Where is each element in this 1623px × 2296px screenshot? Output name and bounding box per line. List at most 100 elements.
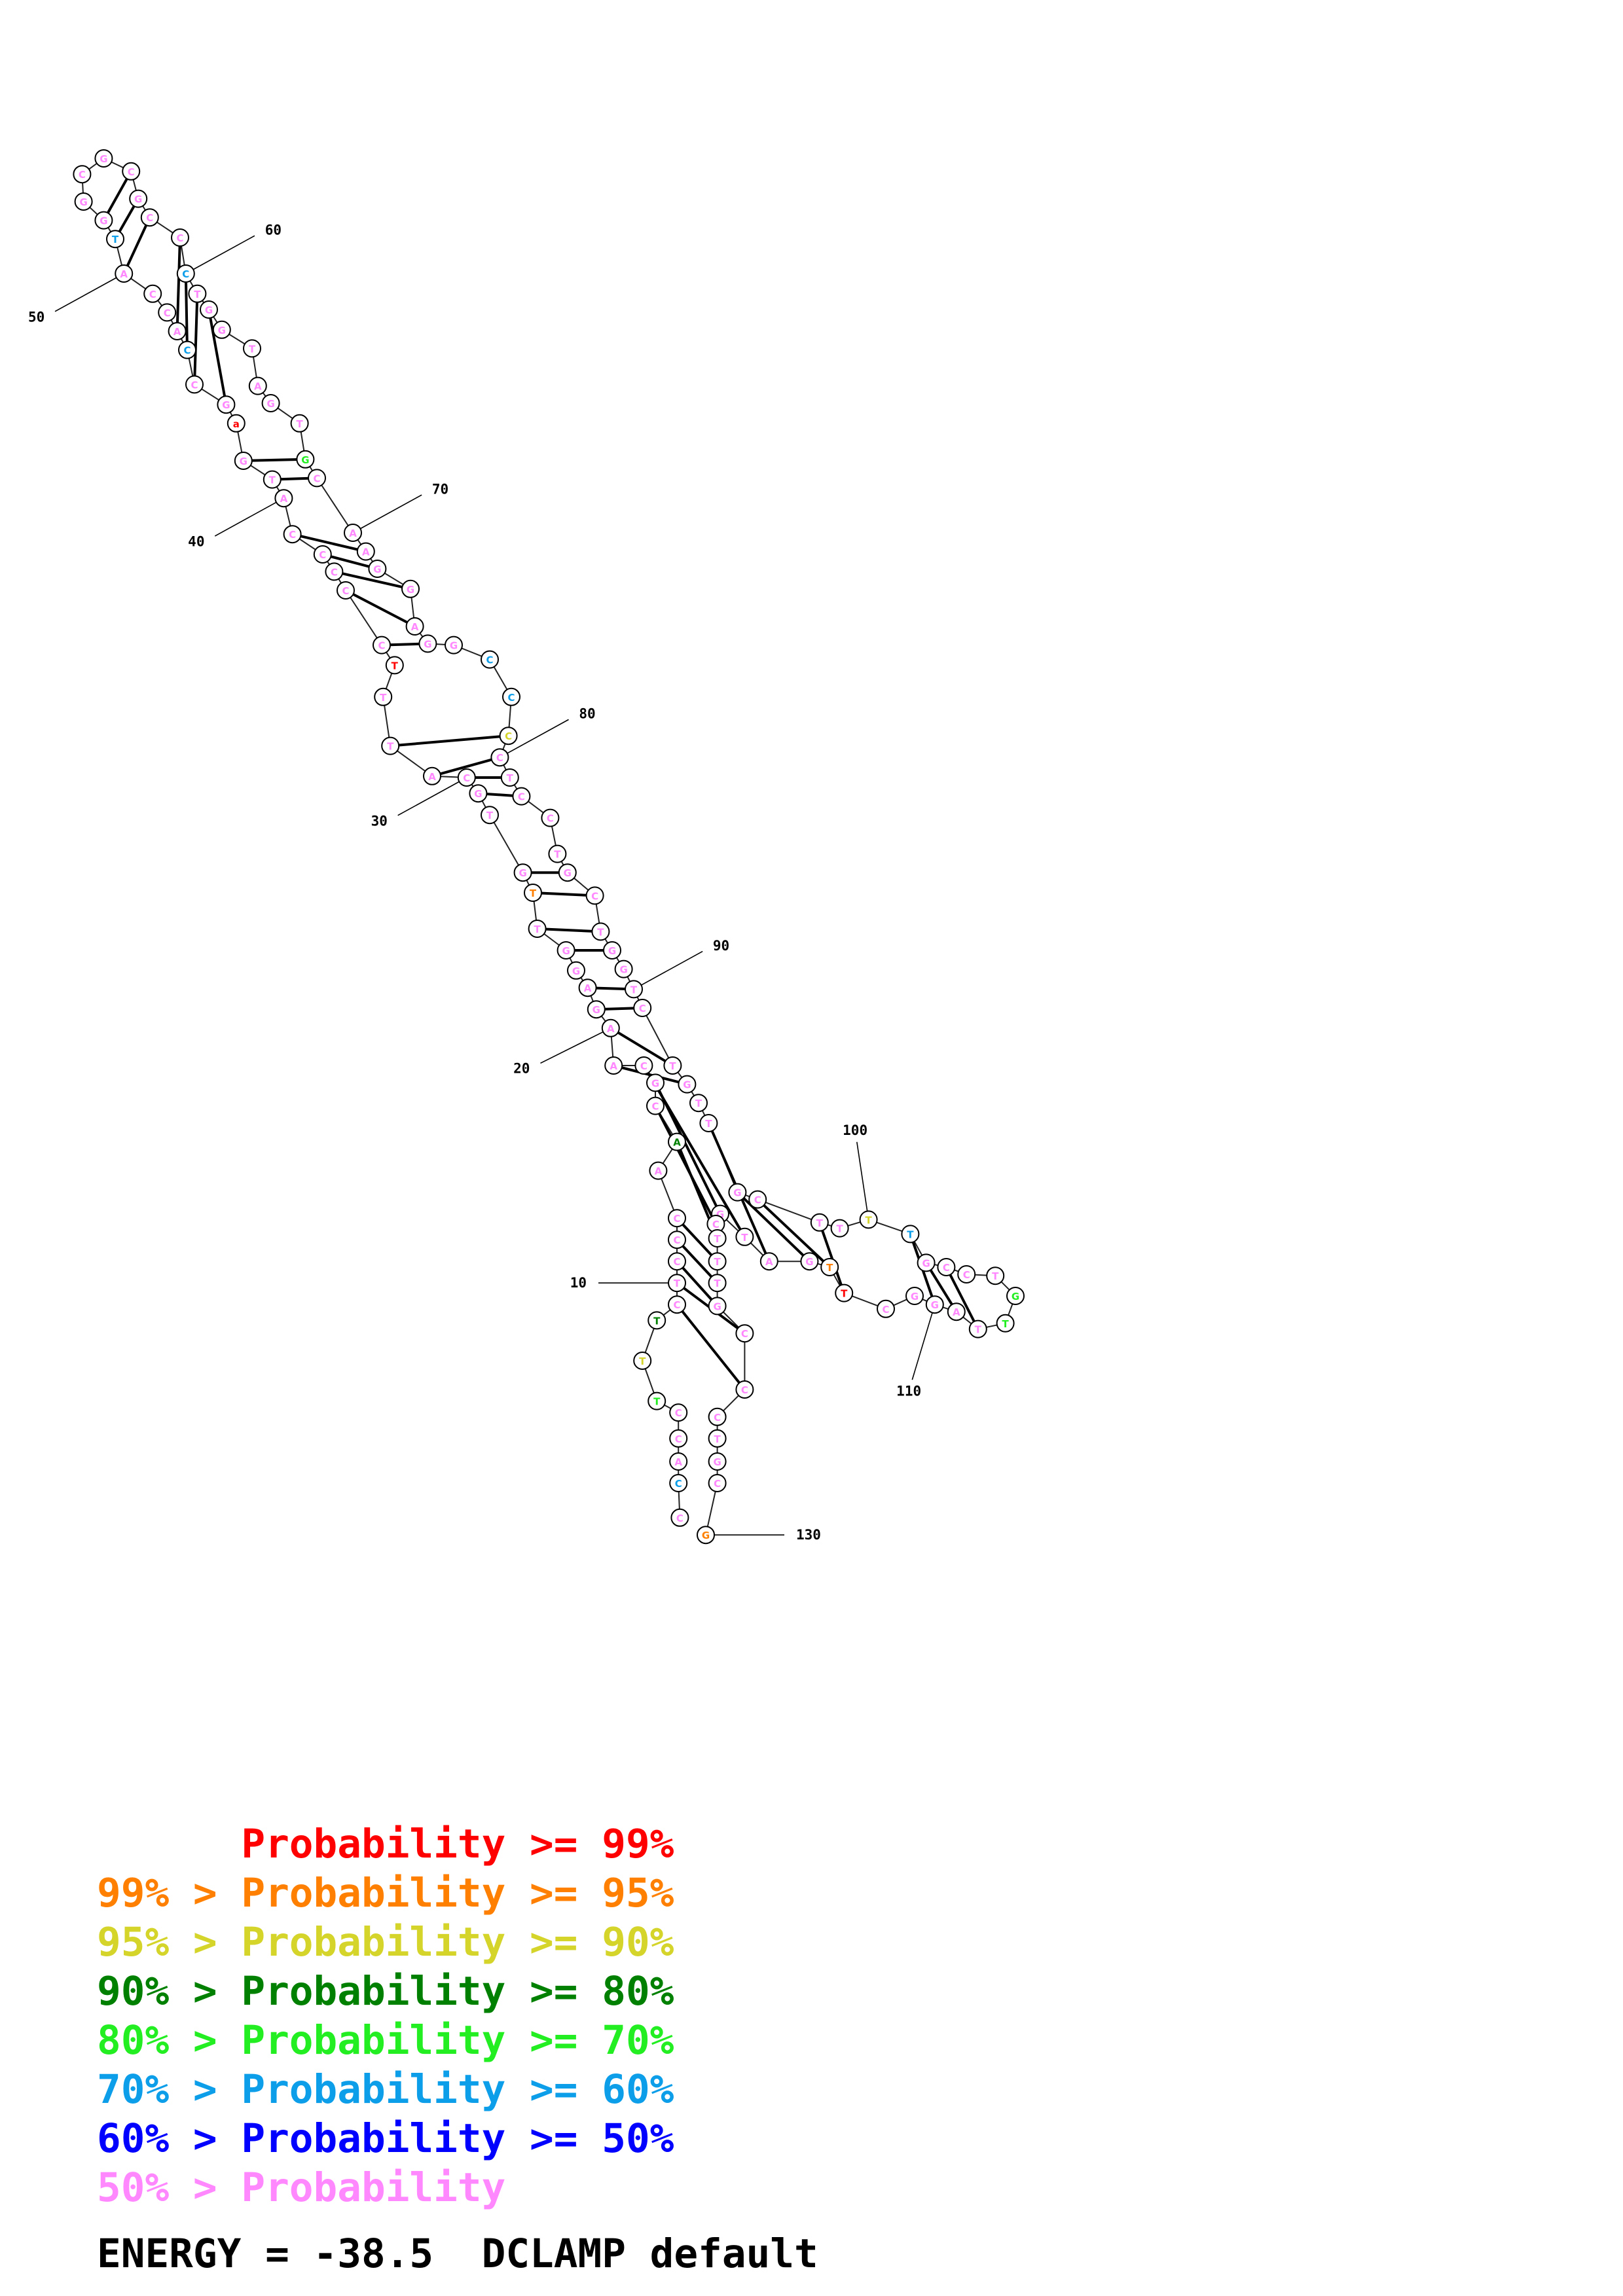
nucleotide-116: A xyxy=(759,1252,778,1271)
nucleotide-letter: T xyxy=(836,1223,843,1235)
nucleotide-letter: C xyxy=(676,1513,684,1524)
nucleotide-letter: T xyxy=(387,741,394,753)
nucleotide-55: G xyxy=(94,149,113,168)
nucleotide-92: T xyxy=(663,1056,682,1075)
nucleotide-circle xyxy=(669,1429,688,1448)
nucleotide-21: G xyxy=(587,1000,606,1019)
nucleotide-letter: C xyxy=(963,1269,970,1281)
legend-row-95-99: 99% > Probability >= 95% xyxy=(97,1870,674,1916)
nucleotide-letter: T xyxy=(826,1262,833,1274)
nucleotide-letter: G xyxy=(922,1257,930,1269)
nucleotide-circle xyxy=(122,162,141,181)
nucleotide-letter: G xyxy=(911,1291,919,1302)
nucleotide-26: T xyxy=(524,884,542,902)
nucleotide-letter: C xyxy=(486,655,493,666)
nucleotide-19: A xyxy=(604,1056,623,1075)
nucleotide-letter: T xyxy=(1002,1318,1009,1330)
nucleotide-circle xyxy=(748,1190,767,1209)
tick-label-100: 100 xyxy=(843,1122,867,1138)
nucleotide-circle xyxy=(227,414,246,433)
nucleotide-14: A xyxy=(649,1161,668,1180)
nucleotide-circle xyxy=(646,1096,665,1115)
tick-line-110 xyxy=(911,1304,936,1380)
nucleotide-circle xyxy=(140,208,159,227)
nucleotide-letter: T xyxy=(705,1118,712,1130)
tick-line-30 xyxy=(397,777,467,816)
nucleotide-120: T xyxy=(708,1229,727,1247)
nucleotide-letter: G xyxy=(713,1456,721,1468)
nucleotide-letter: C xyxy=(640,1060,647,1072)
nucleotide-78: C xyxy=(502,687,520,706)
nucleotide-95: T xyxy=(699,1114,718,1132)
nucleotide-letter: C xyxy=(675,1478,682,1490)
nucleotide-letter: C xyxy=(673,1234,680,1246)
nucleotide-circle xyxy=(457,768,476,787)
nucleotide-48: C xyxy=(158,303,177,322)
nucleotide-30: C xyxy=(457,768,476,787)
base-pair-39-71 xyxy=(292,533,367,553)
nucleotide-letter: T xyxy=(486,810,494,821)
nucleotide-circle xyxy=(670,1508,689,1527)
nucleotide-110: G xyxy=(925,1295,944,1314)
nucleotide-circle xyxy=(490,748,509,767)
nucleotide-76: G xyxy=(445,636,463,655)
tick-line-50 xyxy=(54,273,124,312)
nucleotide-letter: G xyxy=(79,196,87,208)
nucleotide-circle xyxy=(283,525,302,544)
nucleotide-circle xyxy=(699,1114,718,1132)
nucleotide-44: G xyxy=(217,395,236,414)
nucleotide-61: T xyxy=(188,284,207,303)
nucleotide-22: A xyxy=(578,978,597,997)
nucleotide-letter: C xyxy=(183,345,191,357)
nucleotide-circle xyxy=(401,579,420,598)
nucleotide-letter: C xyxy=(673,1299,680,1311)
legend-row-lt50: 50% > Probability xyxy=(97,2164,506,2211)
base-pair-26-86 xyxy=(532,891,595,897)
nucleotide-circle xyxy=(373,636,391,655)
nucleotide-circle xyxy=(74,192,93,211)
nucleotide-letter: A xyxy=(349,528,357,539)
nucleotide-circle xyxy=(735,1227,754,1246)
nucleotide-letter: T xyxy=(865,1214,872,1226)
nucleotide-circle xyxy=(115,264,134,283)
nucleotide-106: G xyxy=(1006,1287,1025,1305)
nucleotide-letter: a xyxy=(233,418,240,430)
nucleotide-letter: G xyxy=(100,153,107,165)
nucleotide-letter: C xyxy=(754,1194,761,1206)
nucleotide-circle xyxy=(313,545,332,564)
tick-label-30: 30 xyxy=(371,814,388,829)
nucleotide-circle xyxy=(668,1132,686,1151)
nucleotide-98: T xyxy=(810,1213,829,1232)
nucleotide-letter: C xyxy=(319,549,326,561)
nucleotide-36: C xyxy=(337,581,355,600)
nucleotide-letter: C xyxy=(673,1256,680,1268)
nucleotide-circle xyxy=(418,634,437,653)
nucleotide-circle xyxy=(512,787,531,806)
nucleotide-circle xyxy=(689,1094,708,1113)
tick-label-90: 90 xyxy=(713,938,729,954)
nucleotide-circle xyxy=(556,941,575,960)
nucleotide-24: G xyxy=(556,941,575,960)
nucleotide-letter: C xyxy=(505,730,512,742)
nucleotide-circle xyxy=(500,768,519,787)
nucleotide-letter: A xyxy=(607,1023,615,1035)
nucleotide-81: T xyxy=(500,768,519,787)
nucleotide-121: T xyxy=(708,1252,727,1271)
nucleotide-73: G xyxy=(401,579,420,598)
nucleotide-circle xyxy=(668,1295,686,1314)
nucleotide-127: T xyxy=(708,1429,727,1448)
nucleotide-letter: G xyxy=(572,965,580,977)
nucleotide-circle xyxy=(917,1253,936,1272)
nucleotide-letter: C xyxy=(741,1328,748,1340)
nucleotide-52: G xyxy=(94,211,113,230)
nucleotide-circle xyxy=(106,230,124,249)
nucleotide-25: T xyxy=(528,920,547,938)
base-pair-13-121 xyxy=(676,1217,719,1263)
nucleotide-66: G xyxy=(261,394,280,412)
nucleotide-23: G xyxy=(567,961,585,980)
nucleotide-circle xyxy=(274,489,293,508)
nucleotide-letter: G xyxy=(713,1300,721,1312)
base-pair-97-114 xyxy=(756,1198,831,1268)
nucleotide-4: C xyxy=(669,1429,688,1448)
